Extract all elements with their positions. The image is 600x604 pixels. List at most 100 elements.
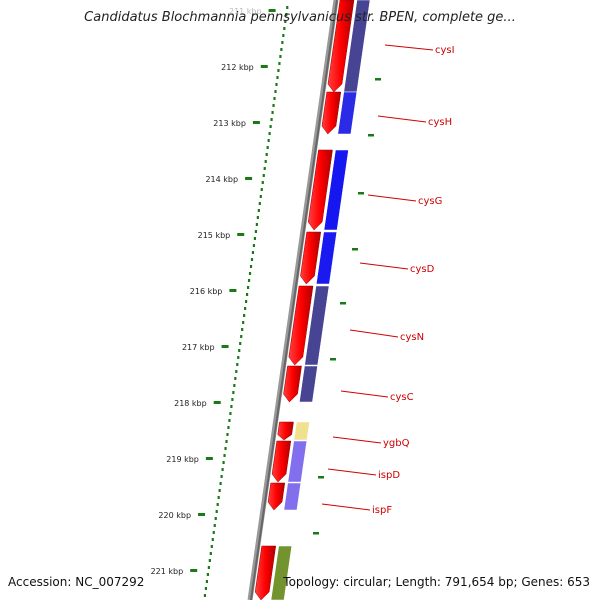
gene-label-ygbQ[interactable]: ygbQ: [383, 438, 410, 449]
ruler-dot: [259, 195, 262, 198]
ruler-dot: [246, 286, 250, 289]
ruler-label: 218 kbp: [174, 399, 207, 408]
gene-label-line: [367, 194, 417, 202]
feature-tick: [340, 302, 346, 305]
ruler-dot: [208, 559, 211, 562]
ruler-dot: [222, 461, 225, 464]
ruler-dot: [263, 167, 266, 170]
gene-label-cysC[interactable]: cysC: [390, 392, 414, 403]
gene-label-ispF[interactable]: ispF: [372, 505, 392, 516]
gene-label-cysG[interactable]: cysG: [418, 196, 442, 207]
gene-arrow-cysD[interactable]: [300, 231, 322, 285]
gene-label-cysI[interactable]: cysI: [435, 45, 455, 56]
gene-cog-bar-cysG[interactable]: [323, 149, 349, 231]
gene-arrow-cysG[interactable]: [307, 149, 333, 231]
ruler-dot: [212, 531, 215, 534]
gene-cog-bar-cysD[interactable]: [316, 231, 338, 285]
ruler-dot: [286, 6, 289, 9]
gene-cog-bar-ygbQ[interactable]: [293, 421, 310, 441]
ruler-dot: [282, 34, 285, 37]
gene-cog-bar-ispD[interactable]: [287, 440, 308, 483]
ruler-tick: [221, 345, 229, 348]
ruler-dot: [227, 426, 230, 429]
gene-arrow-cysH[interactable]: [321, 91, 342, 135]
ruler-dot: [239, 342, 242, 345]
ruler-tick: [190, 569, 198, 572]
ruler-dot: [275, 83, 278, 86]
feature-tick: [318, 476, 324, 479]
ruler-dot: [266, 146, 269, 149]
gene-arrow-ispD[interactable]: [271, 440, 292, 483]
ruler-dot: [245, 300, 248, 303]
gene-arrow-cysN[interactable]: [288, 285, 314, 366]
ruler-dot: [230, 405, 233, 408]
genome-summary: Topology: circular; Length: 791,654 bp; …: [283, 575, 590, 589]
ruler-label: 216 kbp: [190, 287, 223, 296]
ruler-tick: [245, 177, 253, 180]
ruler-dot: [219, 482, 222, 485]
ruler-dot: [203, 594, 207, 597]
ruler-dot: [218, 489, 221, 492]
ruler-dot: [205, 580, 208, 583]
ruler-dot: [237, 356, 240, 359]
ruler-dot: [273, 97, 276, 100]
gene-arrow-ispF[interactable]: [267, 482, 286, 511]
ruler-dot: [268, 132, 271, 135]
ruler-dot: [281, 41, 284, 44]
gene-arrow-unnamed[interactable]: [254, 545, 277, 601]
gene-cog-bar-cysC[interactable]: [299, 365, 318, 403]
feature-tick: [368, 134, 374, 137]
genome-title: Candidatus Blochmannia pennsylvanicus st…: [84, 10, 516, 25]
ruler-dot: [225, 440, 228, 443]
ruler-dot: [228, 419, 231, 422]
ruler-dot: [235, 370, 238, 373]
ruler-dot: [258, 202, 261, 205]
ruler-dot: [279, 55, 282, 58]
ruler-dot: [232, 391, 235, 394]
ruler-dot: [244, 307, 247, 310]
ruler-dot: [256, 216, 259, 219]
ruler-tick: [205, 457, 213, 460]
gene-arrow-cysC[interactable]: [283, 365, 302, 403]
gene-label-cysH[interactable]: cysH: [428, 117, 452, 128]
gene-label-ispD[interactable]: ispD: [378, 470, 400, 481]
ruler-dot: [252, 244, 256, 247]
ruler-dot: [267, 139, 270, 142]
gene-arrow-cysI[interactable]: [327, 0, 355, 93]
ruler-dot: [255, 223, 258, 226]
ruler-dot: [217, 496, 220, 499]
ruler-dot: [234, 377, 237, 380]
gene-cog-bar-cysN[interactable]: [304, 285, 330, 366]
ruler-dot: [247, 279, 251, 282]
gene-arrow-ygbQ[interactable]: [277, 421, 294, 441]
ruler-dot: [280, 48, 283, 51]
gene-cog-bar-cysH[interactable]: [337, 91, 358, 135]
ruler-dot: [248, 272, 252, 275]
gene-label-cysD[interactable]: cysD: [410, 264, 435, 275]
gene-label-cysN[interactable]: cysN: [400, 332, 424, 343]
ruler-dot: [213, 524, 216, 527]
gene-cog-bar-ispF[interactable]: [283, 482, 302, 511]
ruler-dot: [229, 412, 232, 415]
ruler-dot: [241, 328, 244, 331]
ruler-dot: [209, 552, 212, 555]
ruler-dot: [260, 188, 263, 191]
gene-label-line: [321, 503, 371, 511]
ruler-dot: [274, 90, 277, 93]
gene-label-line: [384, 44, 434, 51]
feature-tick: [358, 192, 364, 195]
ruler-dot: [270, 118, 273, 121]
gene-label-line: [332, 436, 382, 444]
ruler-dot: [278, 62, 281, 65]
ruler-dot: [226, 433, 229, 436]
feature-tick: [330, 358, 336, 361]
ruler-dot: [271, 111, 274, 114]
ruler-dot: [251, 251, 255, 254]
ruler-dot: [223, 454, 226, 457]
ruler-tick: [198, 513, 206, 516]
gene-label-line: [340, 390, 389, 398]
ruler-dot: [221, 468, 224, 471]
ruler-dot: [243, 314, 246, 317]
